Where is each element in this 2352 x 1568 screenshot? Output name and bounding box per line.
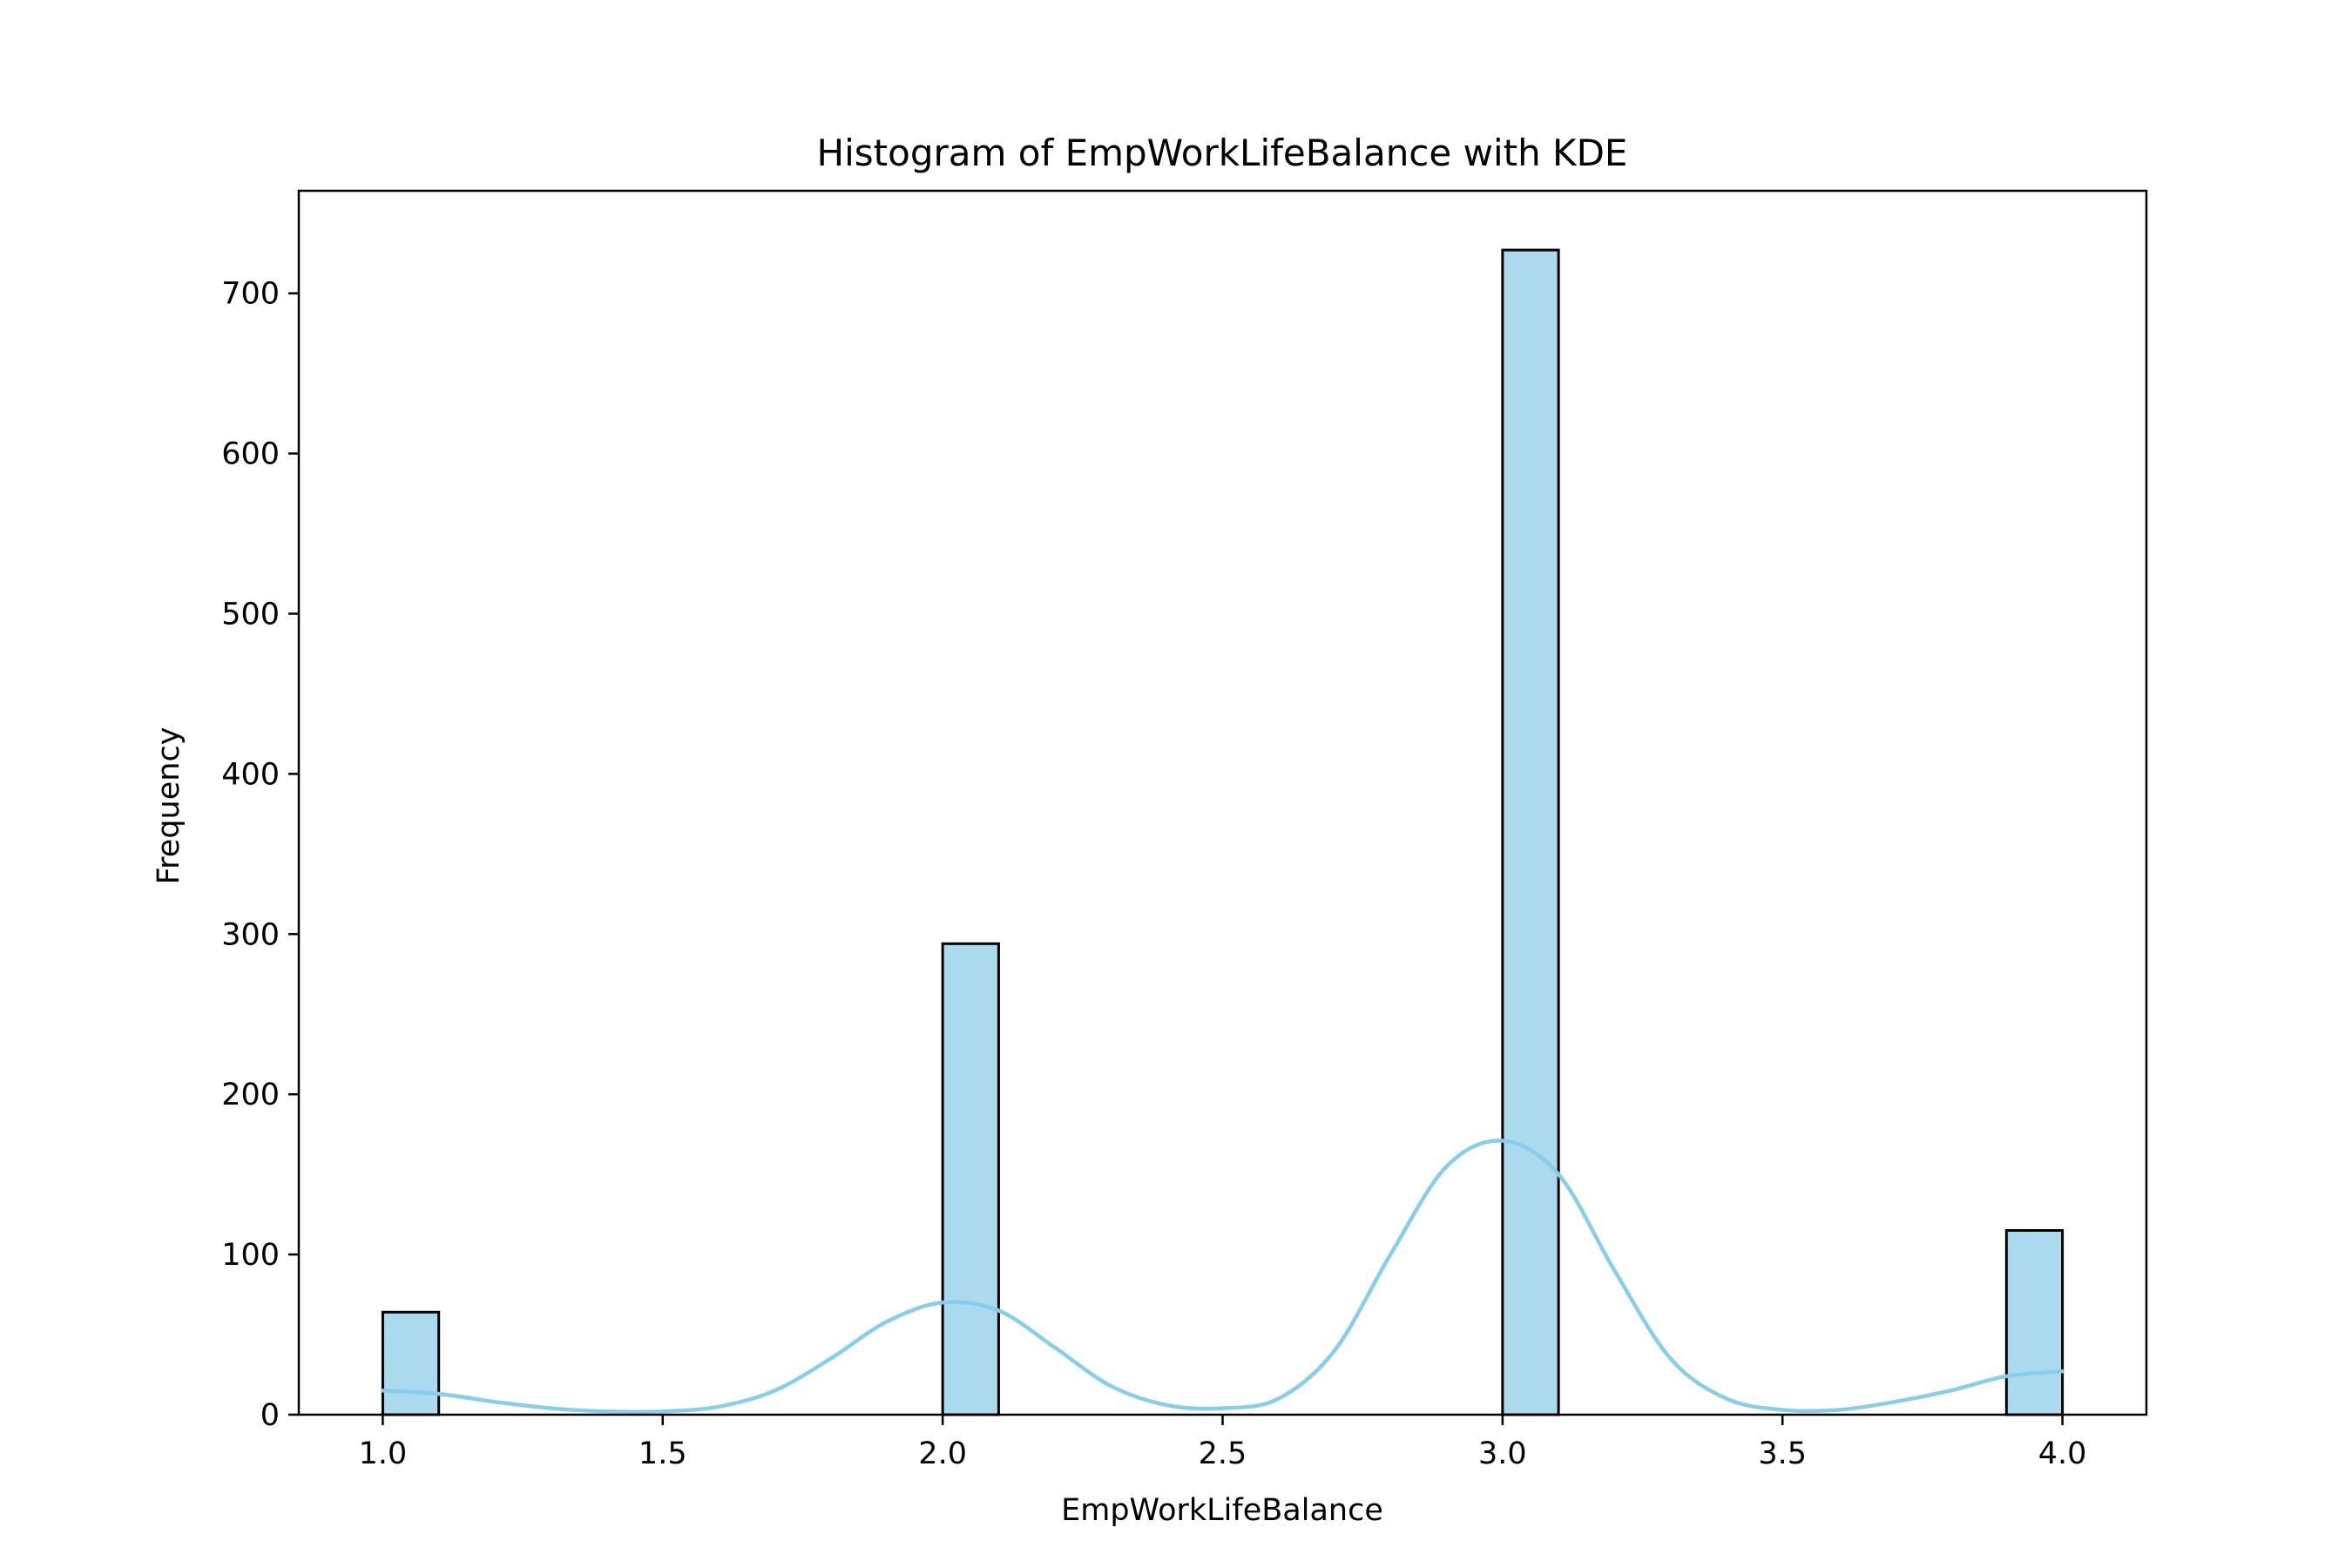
x-tick-label: 2.0 xyxy=(918,1436,967,1471)
y-tick-label: 0 xyxy=(260,1398,280,1433)
y-tick-label: 700 xyxy=(221,277,280,312)
x-tick-label: 4.0 xyxy=(2038,1436,2087,1471)
histogram-bar-2 xyxy=(1501,248,1560,1416)
x-tick-label: 3.5 xyxy=(1758,1436,1807,1471)
y-tick-label: 200 xyxy=(221,1078,280,1112)
y-tick-label: 100 xyxy=(221,1238,280,1273)
x-axis-label: EmpWorkLifeBalance xyxy=(1061,1493,1383,1528)
chart-title: Histogram of EmpWorkLifeBalance with KDE xyxy=(817,132,1628,174)
y-axis-label: Frequency xyxy=(152,727,186,885)
x-axis-ticks: 1.0 1.5 2.0 2.5 3.0 3.5 4.0 xyxy=(359,1415,2087,1471)
kde-curve xyxy=(381,1139,2065,1415)
histogram-bar-0 xyxy=(381,1310,441,1416)
histogram-bar-3 xyxy=(2004,1229,2065,1416)
x-tick-label: 3.0 xyxy=(1478,1436,1527,1471)
y-tick-label: 300 xyxy=(221,917,280,952)
plot-area: 1.0 1.5 2.0 2.5 3.0 3.5 4.0 0 100 200 300 400 500 60… xyxy=(221,189,2148,1471)
x-tick-label: 1.5 xyxy=(639,1436,687,1471)
histogram-bar-1 xyxy=(941,942,1000,1416)
y-tick-label: 500 xyxy=(221,597,280,632)
y-tick-label: 400 xyxy=(221,757,280,792)
y-tick-label: 600 xyxy=(221,437,280,472)
x-tick-label: 1.0 xyxy=(359,1436,408,1471)
y-axis-ticks: 0 100 200 300 400 500 600 700 xyxy=(221,277,299,1433)
x-tick-label: 2.5 xyxy=(1199,1436,1247,1471)
histogram-bars xyxy=(381,248,2065,1416)
